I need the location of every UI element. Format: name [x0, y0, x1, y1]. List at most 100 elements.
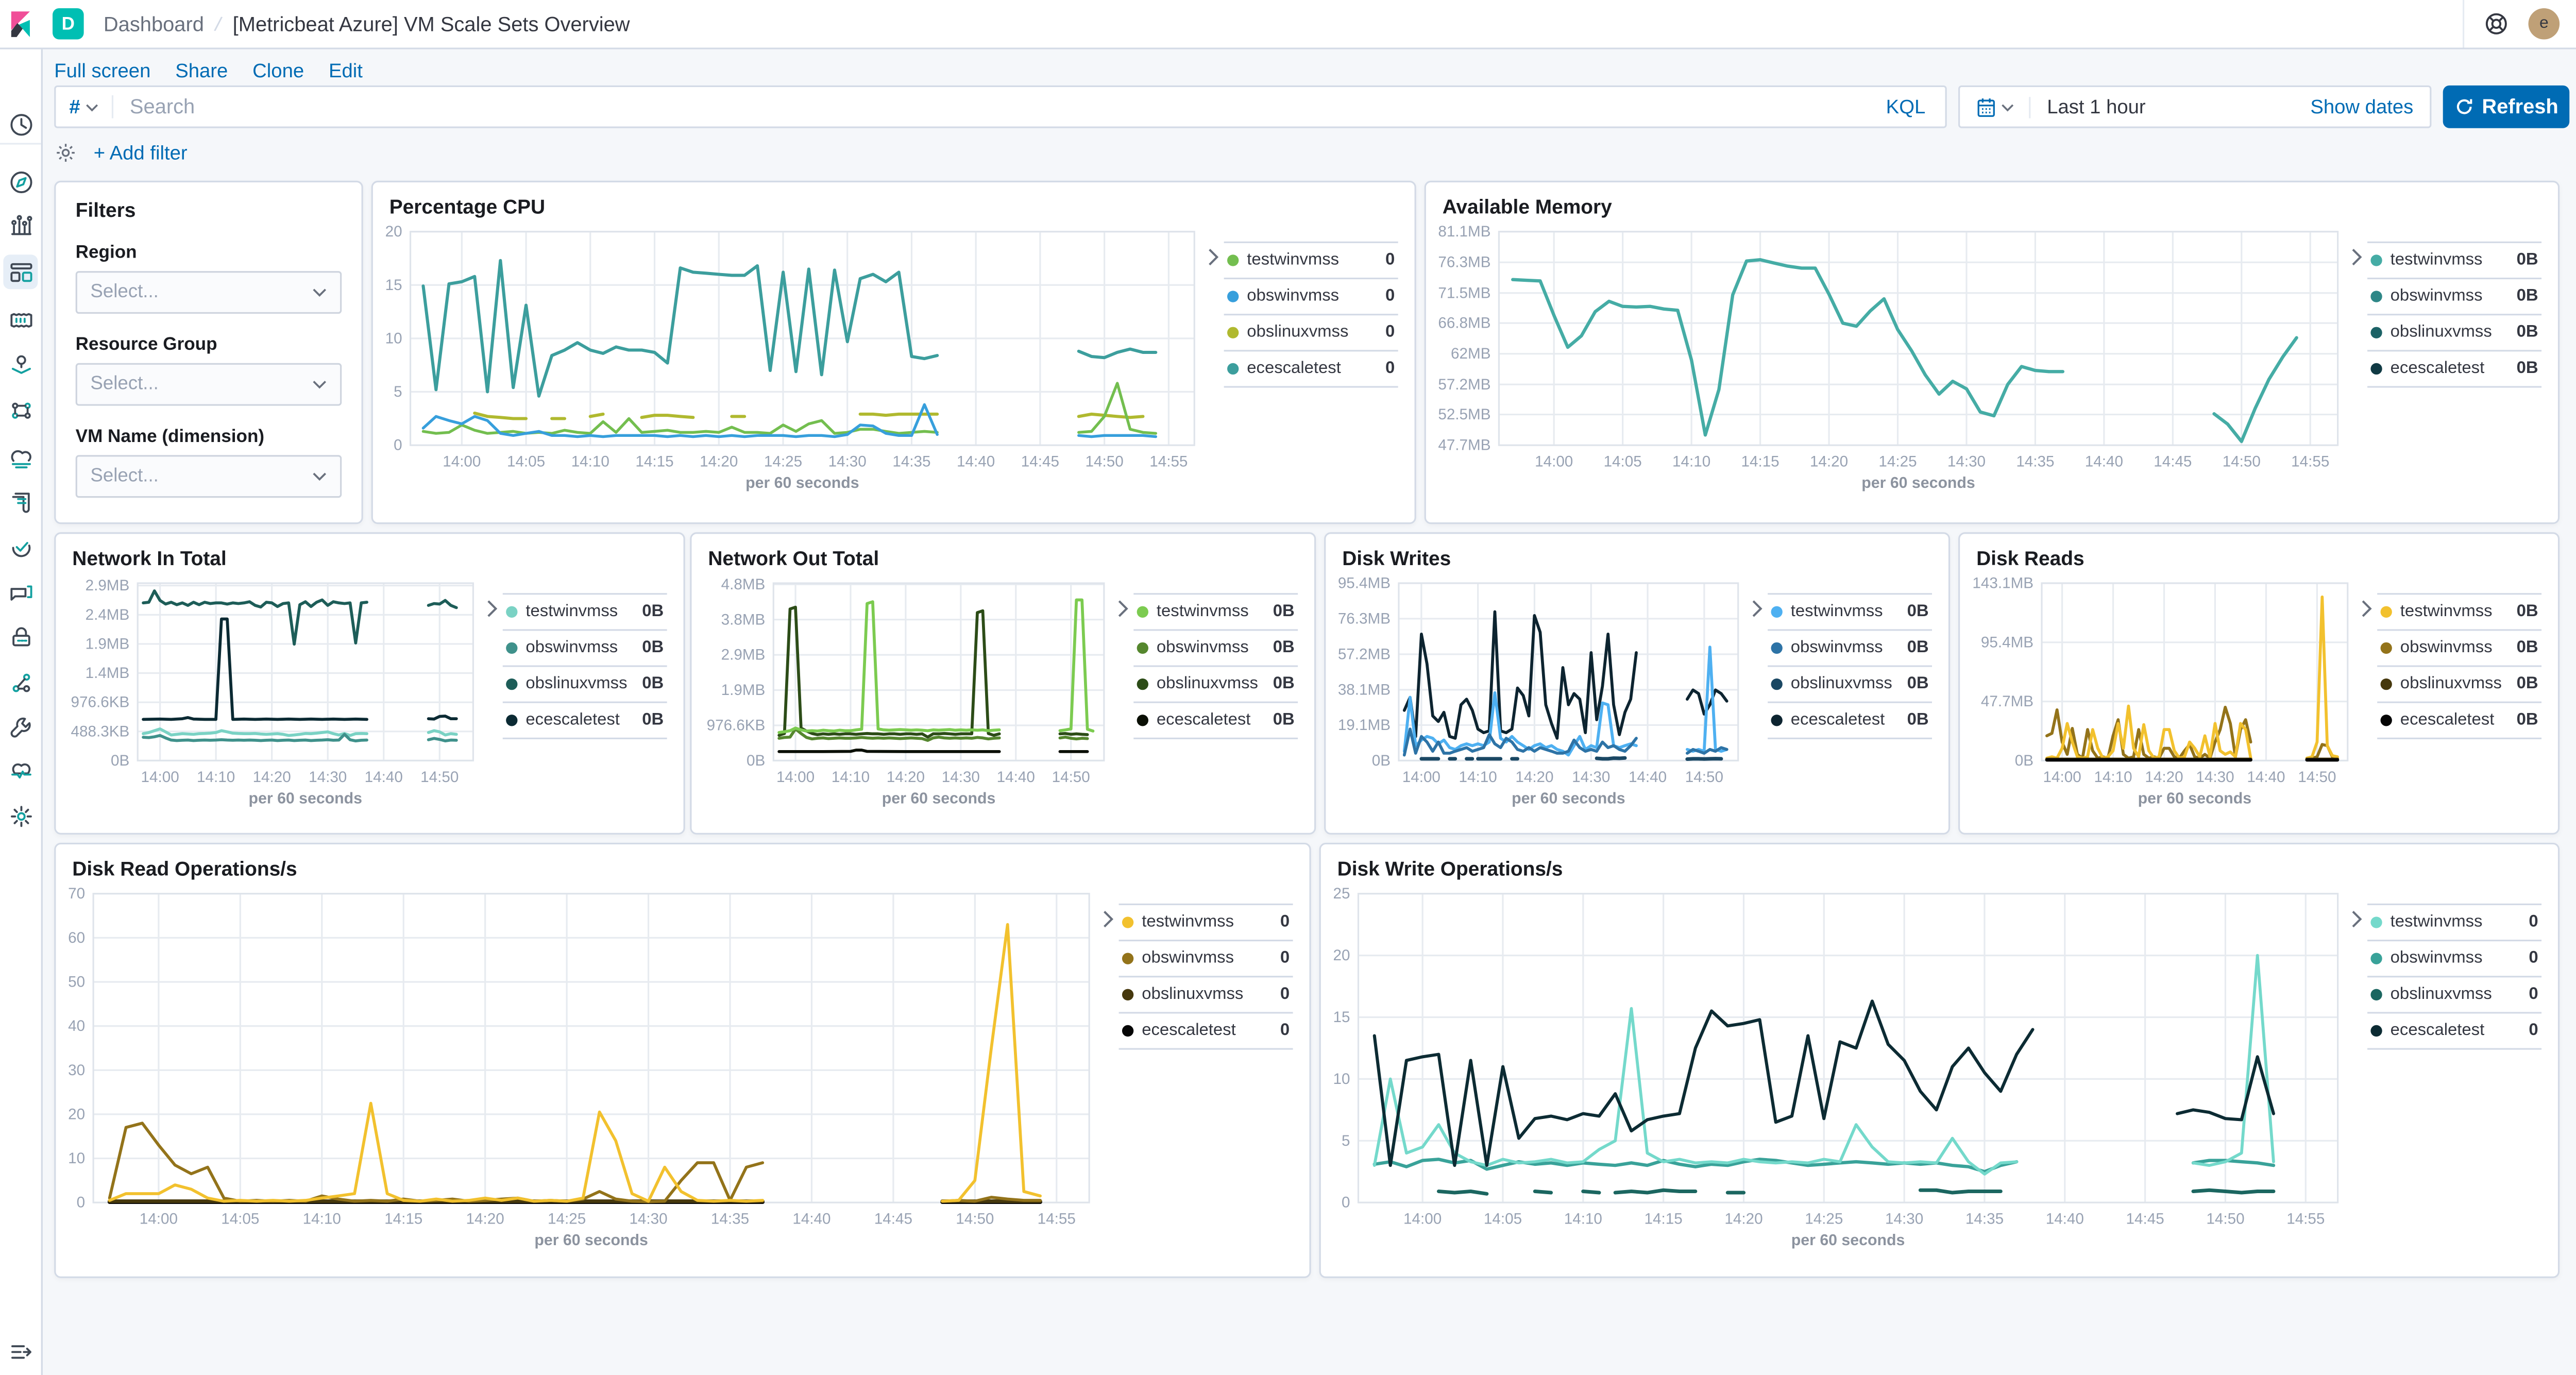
legend-collapse-chevron-icon[interactable]	[1751, 600, 1762, 618]
legend-item-ecescaletest[interactable]: ecescaletest 0B	[502, 701, 667, 739]
legend-item-obslinuxvmss[interactable]: obslinuxvmss 0B	[502, 665, 667, 701]
legend-item-obslinuxvmss[interactable]: obslinuxvmss 0B	[2367, 314, 2542, 350]
sidebar-item-monitoring[interactable]	[3, 754, 38, 789]
calendar-menu-button[interactable]	[1960, 96, 2031, 117]
legend-collapse-chevron-icon[interactable]	[1117, 600, 1128, 618]
disk-read-operations-chart[interactable]: 14:00 14:05 14:10 14:15 14:20 14:25 14:30 14:35…	[59, 880, 1103, 1252]
legend-item-obswinvmss[interactable]: obswinvmss 0B	[502, 629, 667, 665]
legend-series-value: 0	[1280, 1022, 1290, 1040]
legend-series-name: testwinvmss	[526, 603, 618, 621]
legend-collapse-chevron-icon[interactable]	[1208, 248, 1219, 266]
legend-item-ecescaletest[interactable]: ecescaletest 0B	[2367, 350, 2542, 388]
legend-collapse-chevron-icon[interactable]	[2361, 600, 2372, 618]
clone-button[interactable]: Clone	[252, 59, 304, 82]
legend-item-obswinvmss[interactable]: obswinvmss 0B	[2377, 629, 2542, 665]
disk-reads-chart[interactable]: 14:00 14:10 14:20 14:30 14:40 14:50 0B 47.7MB 95…	[1963, 570, 2361, 810]
breadcrumb-dashboard[interactable]: Dashboard	[103, 12, 204, 36]
sidebar-item-canvas[interactable]	[3, 302, 38, 337]
show-dates-button[interactable]: Show dates	[2310, 95, 2414, 118]
legend-item-obslinuxvmss[interactable]: obslinuxvmss 0B	[1133, 665, 1298, 701]
legend-item-testwinvmss[interactable]: testwinvmss 0B	[1133, 593, 1298, 629]
chevron-down-icon	[2001, 103, 2013, 111]
user-avatar[interactable]: e	[2528, 8, 2560, 40]
sidebar-item-apm[interactable]	[3, 575, 38, 609]
kql-button[interactable]: KQL	[1886, 95, 1926, 118]
legend-collapse-chevron-icon[interactable]	[1103, 910, 1114, 928]
sidebar-item-recent[interactable]	[3, 107, 38, 141]
legend-item-ecescaletest[interactable]: ecescaletest 0B	[1133, 701, 1298, 739]
legend-item-testwinvmss[interactable]: testwinvmss 0	[2367, 903, 2542, 940]
legend-collapse-chevron-icon[interactable]	[486, 600, 498, 618]
legend-series-name: obswinvmss	[526, 639, 618, 657]
network-in-total-chart[interactable]: 14:00 14:10 14:20 14:30 14:40 14:50 0B 488.3KB 9…	[59, 570, 486, 810]
legend-item-ecescaletest[interactable]: ecescaletest 0B	[2377, 701, 2542, 739]
svg-text:14:25: 14:25	[1805, 1211, 1843, 1228]
sidebar-item-visualize[interactable]	[3, 207, 38, 242]
available-memory-chart[interactable]: 14:00 14:05 14:10 14:15 14:20 14:25 14:30 14:35…	[1429, 218, 2351, 495]
sidebar-item-logs[interactable]	[3, 485, 38, 519]
legend-series-value: 0B	[1273, 675, 1295, 693]
sidebar-item-siem[interactable]	[3, 619, 38, 654]
chart-legend: testwinvmss 0 obswinvmss 0 obslinuxvmss 0 eces…	[1224, 241, 1398, 388]
legend-item-obslinuxvmss[interactable]: obslinuxvmss 0	[1224, 314, 1398, 350]
legend-item-obslinuxvmss[interactable]: obslinuxvmss 0	[1118, 976, 1293, 1012]
legend-item-obswinvmss[interactable]: obswinvmss 0B	[2367, 277, 2542, 314]
panel-title: Disk Writes	[1342, 547, 1451, 570]
legend-collapse-chevron-icon[interactable]	[2351, 248, 2362, 266]
legend-collapse-chevron-icon[interactable]	[2351, 910, 2362, 928]
legend-item-testwinvmss[interactable]: testwinvmss 0	[1118, 903, 1293, 940]
legend-item-obswinvmss[interactable]: obswinvmss 0	[1224, 277, 1398, 314]
saved-query-menu-button[interactable]: #	[56, 95, 114, 118]
legend-item-obswinvmss[interactable]: obswinvmss 0	[2367, 939, 2542, 976]
legend-item-ecescaletest[interactable]: ecescaletest 0	[1118, 1012, 1293, 1050]
search-input[interactable]	[113, 95, 1867, 118]
sidebar-collapse-button[interactable]	[3, 1334, 38, 1368]
legend-item-testwinvmss[interactable]: testwinvmss 0B	[1768, 593, 1933, 629]
legend-item-obslinuxvmss[interactable]: obslinuxvmss 0B	[2377, 665, 2542, 701]
legend-item-ecescaletest[interactable]: ecescaletest 0	[2367, 1012, 2542, 1050]
share-button[interactable]: Share	[175, 59, 228, 82]
help-button[interactable]	[2484, 11, 2509, 36]
legend-item-testwinvmss[interactable]: testwinvmss 0B	[2377, 593, 2542, 629]
disk-writes-chart[interactable]: 14:00 14:10 14:20 14:30 14:40 14:50 0B 19.1MB 38…	[1329, 570, 1752, 810]
chevron-down-icon	[313, 288, 327, 297]
legend-item-ecescaletest[interactable]: ecescaletest 0	[1224, 350, 1398, 388]
legend-item-obslinuxvmss[interactable]: obslinuxvmss 0B	[1768, 665, 1933, 701]
legend-item-testwinvmss[interactable]: testwinvmss 0	[1224, 241, 1398, 278]
refresh-button[interactable]: Refresh	[2443, 85, 2570, 128]
sidebar-item-uptime[interactable]	[3, 529, 38, 564]
region-select[interactable]: Select...	[75, 271, 342, 314]
full-screen-button[interactable]: Full screen	[54, 59, 151, 82]
sidebar-item-dev-tools[interactable]	[3, 710, 38, 744]
percentage-cpu-chart[interactable]: 14:00 14:05 14:10 14:15 14:20 14:25 14:30 14:35…	[376, 218, 1208, 495]
sidebar-item-management[interactable]	[3, 799, 38, 833]
legend-item-testwinvmss[interactable]: testwinvmss 0B	[502, 593, 667, 629]
disk-write-operations-chart[interactable]: 14:00 14:05 14:10 14:15 14:20 14:25 14:30 14:35…	[1324, 880, 2351, 1252]
legend-item-ecescaletest[interactable]: ecescaletest 0B	[1768, 701, 1933, 739]
legend-item-obswinvmss[interactable]: obswinvmss 0B	[1133, 629, 1298, 665]
space-badge[interactable]: D	[53, 8, 84, 40]
sidebar-item-metrics[interactable]	[3, 440, 38, 475]
legend-series-value: 0	[2529, 949, 2538, 968]
legend-item-testwinvmss[interactable]: testwinvmss 0B	[2367, 241, 2542, 278]
svg-text:per 60 seconds: per 60 seconds	[1791, 1232, 1905, 1249]
legend-item-obswinvmss[interactable]: obswinvmss 0	[1118, 939, 1293, 976]
legend-series-name: obslinuxvmss	[2400, 675, 2502, 693]
svg-text:52.5MB: 52.5MB	[1438, 406, 1490, 423]
legend-series-name: testwinvmss	[1790, 603, 1883, 621]
filter-settings-button[interactable]	[54, 141, 77, 164]
sidebar-item-dashboard[interactable]	[3, 254, 38, 290]
sidebar-item-graph[interactable]	[3, 665, 38, 700]
sidebar-item-maps[interactable]	[3, 347, 38, 381]
legend-item-obswinvmss[interactable]: obswinvmss 0B	[1768, 629, 1933, 665]
kibana-logo[interactable]	[0, 9, 41, 39]
edit-button[interactable]: Edit	[329, 59, 363, 82]
sidebar-item-machine-learning[interactable]	[3, 393, 38, 427]
add-filter-button[interactable]: + Add filter	[93, 141, 188, 164]
legend-item-obslinuxvmss[interactable]: obslinuxvmss 0	[2367, 976, 2542, 1012]
resource-group-select[interactable]: Select...	[75, 363, 342, 406]
time-range-value[interactable]: Last 1 hour	[2047, 95, 2146, 118]
network-out-total-chart[interactable]: 14:00 14:10 14:20 14:30 14:40 14:50 0B 976.6KB 1…	[695, 570, 1117, 810]
sidebar-item-discover[interactable]	[3, 164, 38, 199]
vm-name-select[interactable]: Select...	[75, 455, 342, 498]
